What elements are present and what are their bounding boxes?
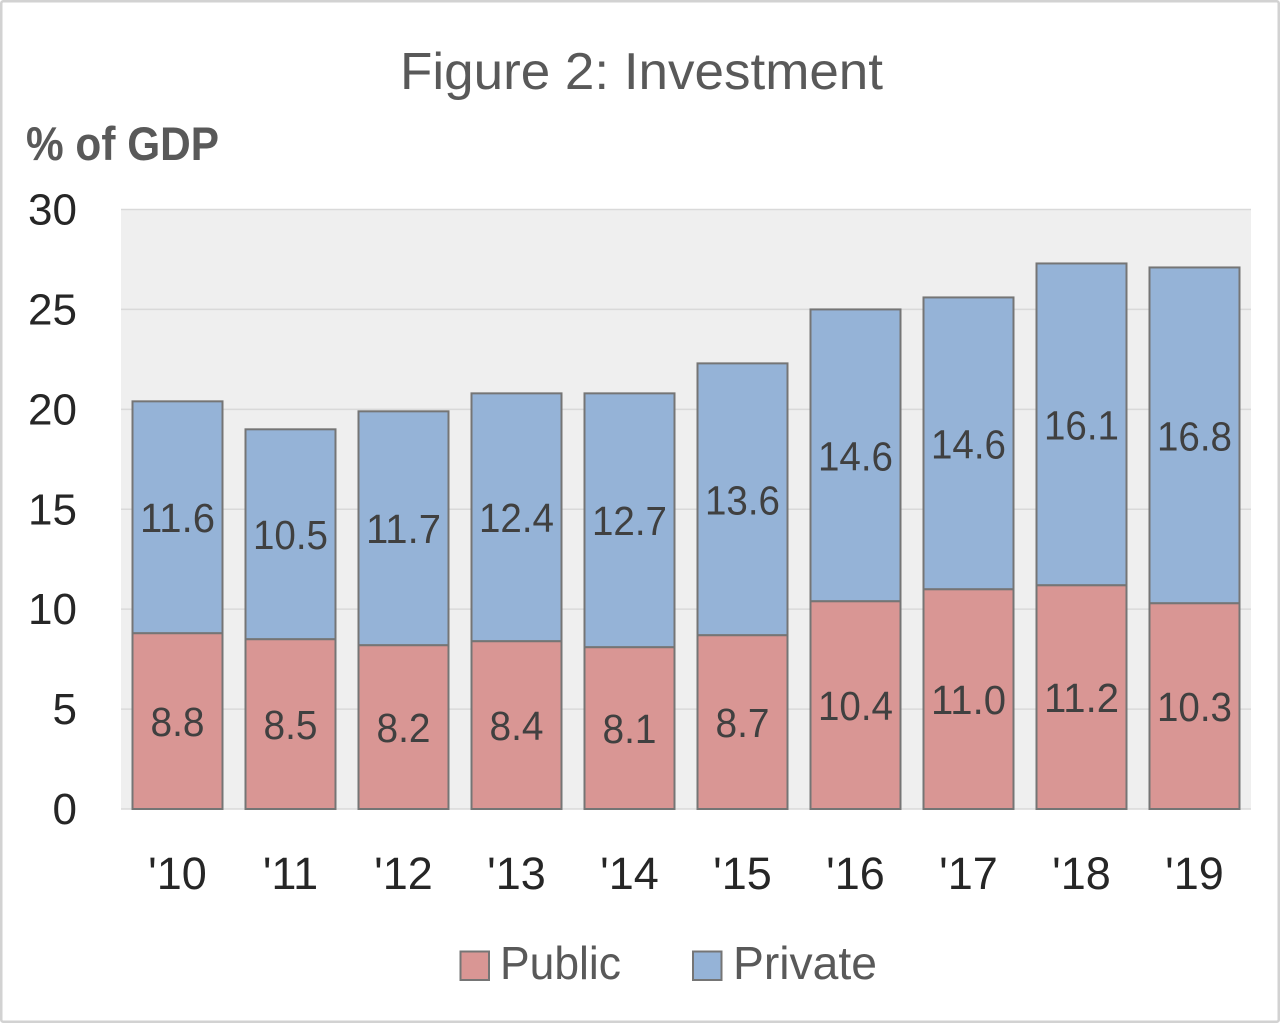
svg-text:'17: '17 bbox=[939, 848, 998, 899]
svg-text:10: 10 bbox=[28, 585, 77, 634]
svg-text:11.2: 11.2 bbox=[1044, 675, 1119, 721]
svg-text:'14: '14 bbox=[600, 848, 659, 899]
svg-text:10.5: 10.5 bbox=[253, 512, 328, 558]
svg-text:25: 25 bbox=[28, 285, 77, 334]
svg-text:12.4: 12.4 bbox=[479, 495, 554, 541]
svg-text:8.7: 8.7 bbox=[716, 700, 770, 746]
svg-text:8.4: 8.4 bbox=[490, 703, 544, 749]
svg-text:16.1: 16.1 bbox=[1044, 402, 1119, 448]
svg-text:10.4: 10.4 bbox=[818, 683, 893, 729]
svg-text:11.0: 11.0 bbox=[931, 677, 1006, 723]
svg-text:'19: '19 bbox=[1165, 848, 1224, 899]
svg-text:0: 0 bbox=[53, 785, 77, 834]
svg-text:Public: Public bbox=[500, 937, 621, 989]
svg-text:10.3: 10.3 bbox=[1157, 684, 1232, 730]
svg-text:14.6: 14.6 bbox=[931, 421, 1006, 467]
svg-text:13.6: 13.6 bbox=[705, 477, 780, 523]
svg-text:11.7: 11.7 bbox=[366, 506, 441, 552]
svg-text:8.8: 8.8 bbox=[151, 699, 205, 745]
svg-text:15: 15 bbox=[28, 485, 77, 534]
svg-text:Figure 2: Investment: Figure 2: Investment bbox=[400, 43, 884, 101]
svg-text:8.1: 8.1 bbox=[603, 706, 657, 752]
svg-text:% of GDP: % of GDP bbox=[26, 117, 219, 170]
svg-text:16.8: 16.8 bbox=[1157, 413, 1232, 459]
svg-text:Private: Private bbox=[733, 937, 877, 989]
svg-text:'15: '15 bbox=[713, 848, 772, 899]
svg-text:8.5: 8.5 bbox=[264, 702, 318, 748]
svg-text:'18: '18 bbox=[1052, 848, 1111, 899]
svg-text:12.7: 12.7 bbox=[592, 498, 667, 544]
svg-text:'10: '10 bbox=[148, 848, 207, 899]
svg-text:20: 20 bbox=[28, 385, 77, 434]
svg-text:14.6: 14.6 bbox=[818, 433, 893, 479]
svg-text:5: 5 bbox=[53, 685, 77, 734]
svg-text:'16: '16 bbox=[826, 848, 885, 899]
svg-text:30: 30 bbox=[28, 186, 77, 235]
svg-text:'13: '13 bbox=[487, 848, 546, 899]
svg-text:11.6: 11.6 bbox=[140, 495, 215, 541]
svg-text:'12: '12 bbox=[374, 848, 433, 899]
svg-text:8.2: 8.2 bbox=[377, 705, 431, 751]
svg-text:'11: '11 bbox=[263, 848, 318, 899]
